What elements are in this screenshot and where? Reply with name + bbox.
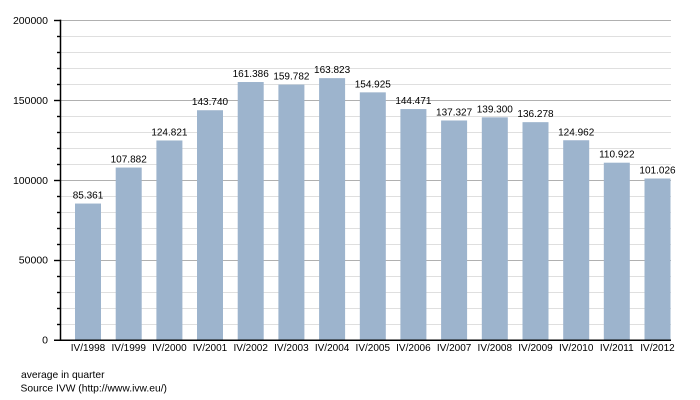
svg-text:100000: 100000 — [13, 175, 48, 187]
svg-text:137.327: 137.327 — [436, 107, 473, 118]
svg-text:IV/2012: IV/2012 — [640, 343, 675, 354]
svg-text:124.821: 124.821 — [151, 127, 188, 138]
svg-text:IV/2006: IV/2006 — [396, 343, 431, 354]
svg-text:IV/2008: IV/2008 — [478, 343, 513, 354]
svg-text:200000: 200000 — [13, 15, 48, 27]
svg-text:IV/2000: IV/2000 — [152, 343, 187, 354]
svg-text:IV/2002: IV/2002 — [233, 343, 268, 354]
svg-text:163.823: 163.823 — [314, 65, 351, 76]
svg-text:IV/2007: IV/2007 — [437, 343, 472, 354]
svg-text:50000: 50000 — [19, 255, 48, 267]
svg-text:101.026: 101.026 — [639, 166, 676, 177]
svg-text:154.925: 154.925 — [355, 79, 392, 90]
svg-text:159.782: 159.782 — [273, 72, 310, 83]
svg-text:IV/1999: IV/1999 — [111, 343, 146, 354]
svg-text:144.471: 144.471 — [395, 96, 432, 107]
svg-text:136.278: 136.278 — [517, 109, 554, 120]
svg-text:150000: 150000 — [13, 95, 48, 107]
svg-text:IV/2004: IV/2004 — [315, 343, 350, 354]
svg-text:IV/2005: IV/2005 — [356, 343, 391, 354]
svg-text:Source IVW (http://www.ivw.eu/: Source IVW (http://www.ivw.eu/) — [21, 384, 168, 395]
svg-text:85.361: 85.361 — [73, 191, 104, 202]
svg-text:107.882: 107.882 — [111, 155, 148, 166]
svg-text:124.962: 124.962 — [558, 127, 595, 138]
svg-text:average in quarter: average in quarter — [21, 370, 105, 381]
svg-text:110.922: 110.922 — [599, 150, 635, 161]
svg-text:161.386: 161.386 — [233, 69, 270, 80]
svg-text:IV/2010: IV/2010 — [559, 343, 594, 354]
svg-text:IV/1998: IV/1998 — [71, 343, 106, 354]
svg-text:143.740: 143.740 — [192, 97, 229, 108]
svg-text:IV/2011: IV/2011 — [600, 343, 634, 354]
svg-text:IV/2003: IV/2003 — [274, 343, 309, 354]
svg-text:0: 0 — [42, 335, 48, 347]
svg-text:IV/2009: IV/2009 — [518, 343, 553, 354]
svg-text:139.300: 139.300 — [477, 104, 514, 115]
svg-text:IV/2001: IV/2001 — [193, 343, 228, 354]
